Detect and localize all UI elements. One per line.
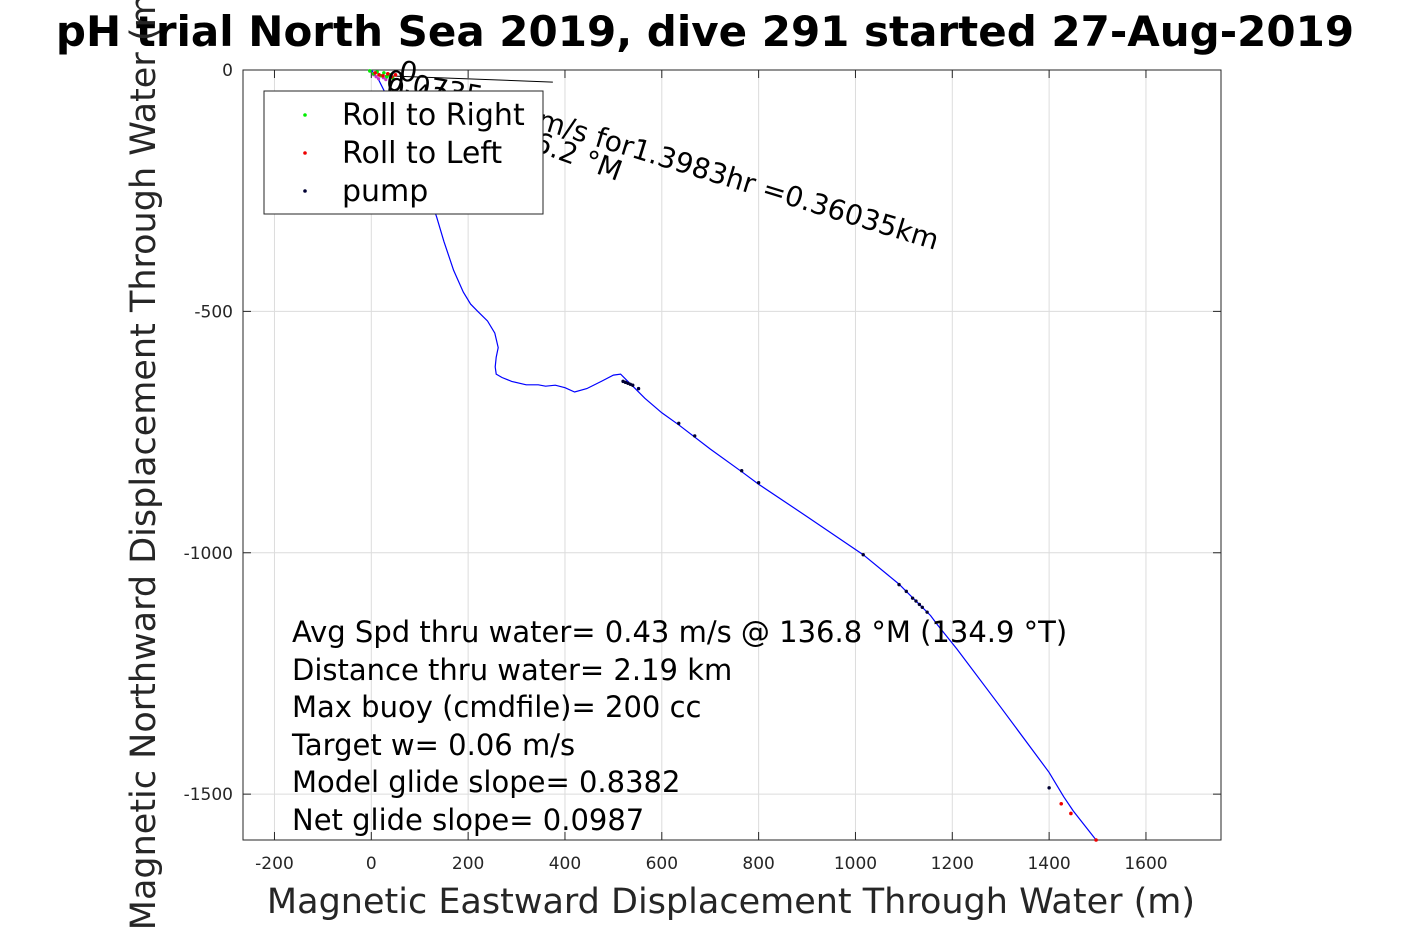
stat-avg-speed: Avg Spd thru water= 0.43 m/s @ 136.8 °M …	[292, 615, 1067, 649]
x-tick-label: 1000	[834, 854, 877, 874]
pump-marker	[636, 386, 641, 391]
stats-box: Avg Spd thru water= 0.43 m/s @ 136.8 °M …	[291, 615, 1067, 837]
legend: Roll to Right Roll to Left pump	[263, 90, 544, 215]
heading-line	[384, 75, 553, 83]
roll-left-marker	[389, 74, 394, 79]
roll-left-marker	[1069, 811, 1073, 816]
pink-marker	[376, 77, 381, 81]
roll-left-marker	[373, 71, 377, 75]
roll-left-marker	[1059, 801, 1064, 806]
stat-distance: Distance thru water= 2.19 km	[292, 653, 732, 687]
x-tick-label: 600	[646, 854, 678, 874]
pump-marker	[1047, 786, 1051, 790]
y-axis-label: Magnetic Northward Displacement Through …	[124, 0, 164, 930]
y-tick-label: -1000	[184, 544, 233, 564]
roll-right-marker	[384, 74, 389, 79]
pump-marker	[904, 589, 908, 594]
legend-marker-pump	[303, 189, 307, 193]
stat-target-w: Target w= 0.06 m/s	[291, 728, 575, 762]
legend-label-roll-left: Roll to Left	[342, 136, 502, 171]
pink-marker	[384, 78, 388, 82]
y-tick-label: 0	[222, 61, 233, 81]
roll-left-marker	[393, 73, 398, 77]
stat-model-glide-slope: Model glide slope= 0.8382	[292, 765, 680, 799]
legend-box	[263, 90, 544, 215]
x-tick-label: 200	[452, 854, 484, 874]
x-tick-label: -200	[255, 854, 294, 874]
roll-left-marker	[1094, 838, 1098, 842]
x-tick-label: 0	[366, 854, 377, 874]
x-tick-label: 1200	[931, 854, 974, 874]
y-tick-label: -500	[194, 302, 233, 322]
pump-marker	[693, 434, 697, 438]
pump-marker	[917, 602, 922, 607]
pump-marker	[756, 481, 761, 485]
x-axis-label: Magnetic Eastward Displacement Through W…	[267, 882, 1195, 922]
x-tick-label: 800	[742, 854, 774, 874]
legend-marker-roll-left	[303, 151, 307, 155]
legend-marker-roll-right	[303, 113, 307, 117]
chart-title: pH trial North Sea 2019, dive 291 starte…	[56, 7, 1354, 56]
pink-marker	[374, 75, 378, 79]
stat-max-buoy: Max buoy (cmdfile)= 200 cc	[292, 690, 701, 724]
pump-marker	[914, 599, 918, 603]
roll-right-marker	[368, 69, 372, 73]
pump-marker	[631, 383, 635, 387]
pump-marker	[861, 552, 865, 557]
roll-left-marker	[381, 73, 385, 78]
legend-label-roll-right: Roll to Right	[342, 98, 525, 133]
pump-marker	[677, 421, 681, 426]
x-tick-label: 1400	[1027, 854, 1070, 874]
roll-right-marker	[382, 71, 386, 75]
pump-marker	[897, 582, 901, 587]
legend-label-pump: pump	[342, 174, 428, 209]
tick-layer: -200 0 200 400 600 800 1000 1200 1400 1600 0 -500 -1…	[184, 61, 1221, 874]
plot-area-frame	[242, 69, 1222, 841]
roll-left-marker	[377, 73, 381, 77]
stat-net-glide-slope: Net glide slope= 0.0987	[292, 803, 644, 837]
pump-marker	[910, 596, 915, 600]
pump-marker	[925, 610, 929, 614]
pump-marker	[739, 468, 744, 473]
roll-left-marker	[385, 72, 390, 76]
pump-marker	[920, 605, 924, 610]
speed-annotation: 0	[397, 54, 420, 90]
y-tick-label: -1500	[184, 785, 233, 805]
x-tick-label: 1600	[1124, 854, 1167, 874]
x-tick-label: 400	[549, 854, 581, 874]
